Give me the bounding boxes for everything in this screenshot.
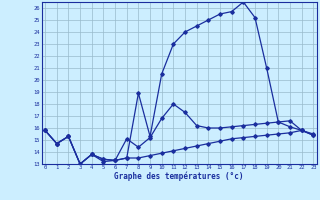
X-axis label: Graphe des températures (°c): Graphe des températures (°c) bbox=[115, 172, 244, 181]
